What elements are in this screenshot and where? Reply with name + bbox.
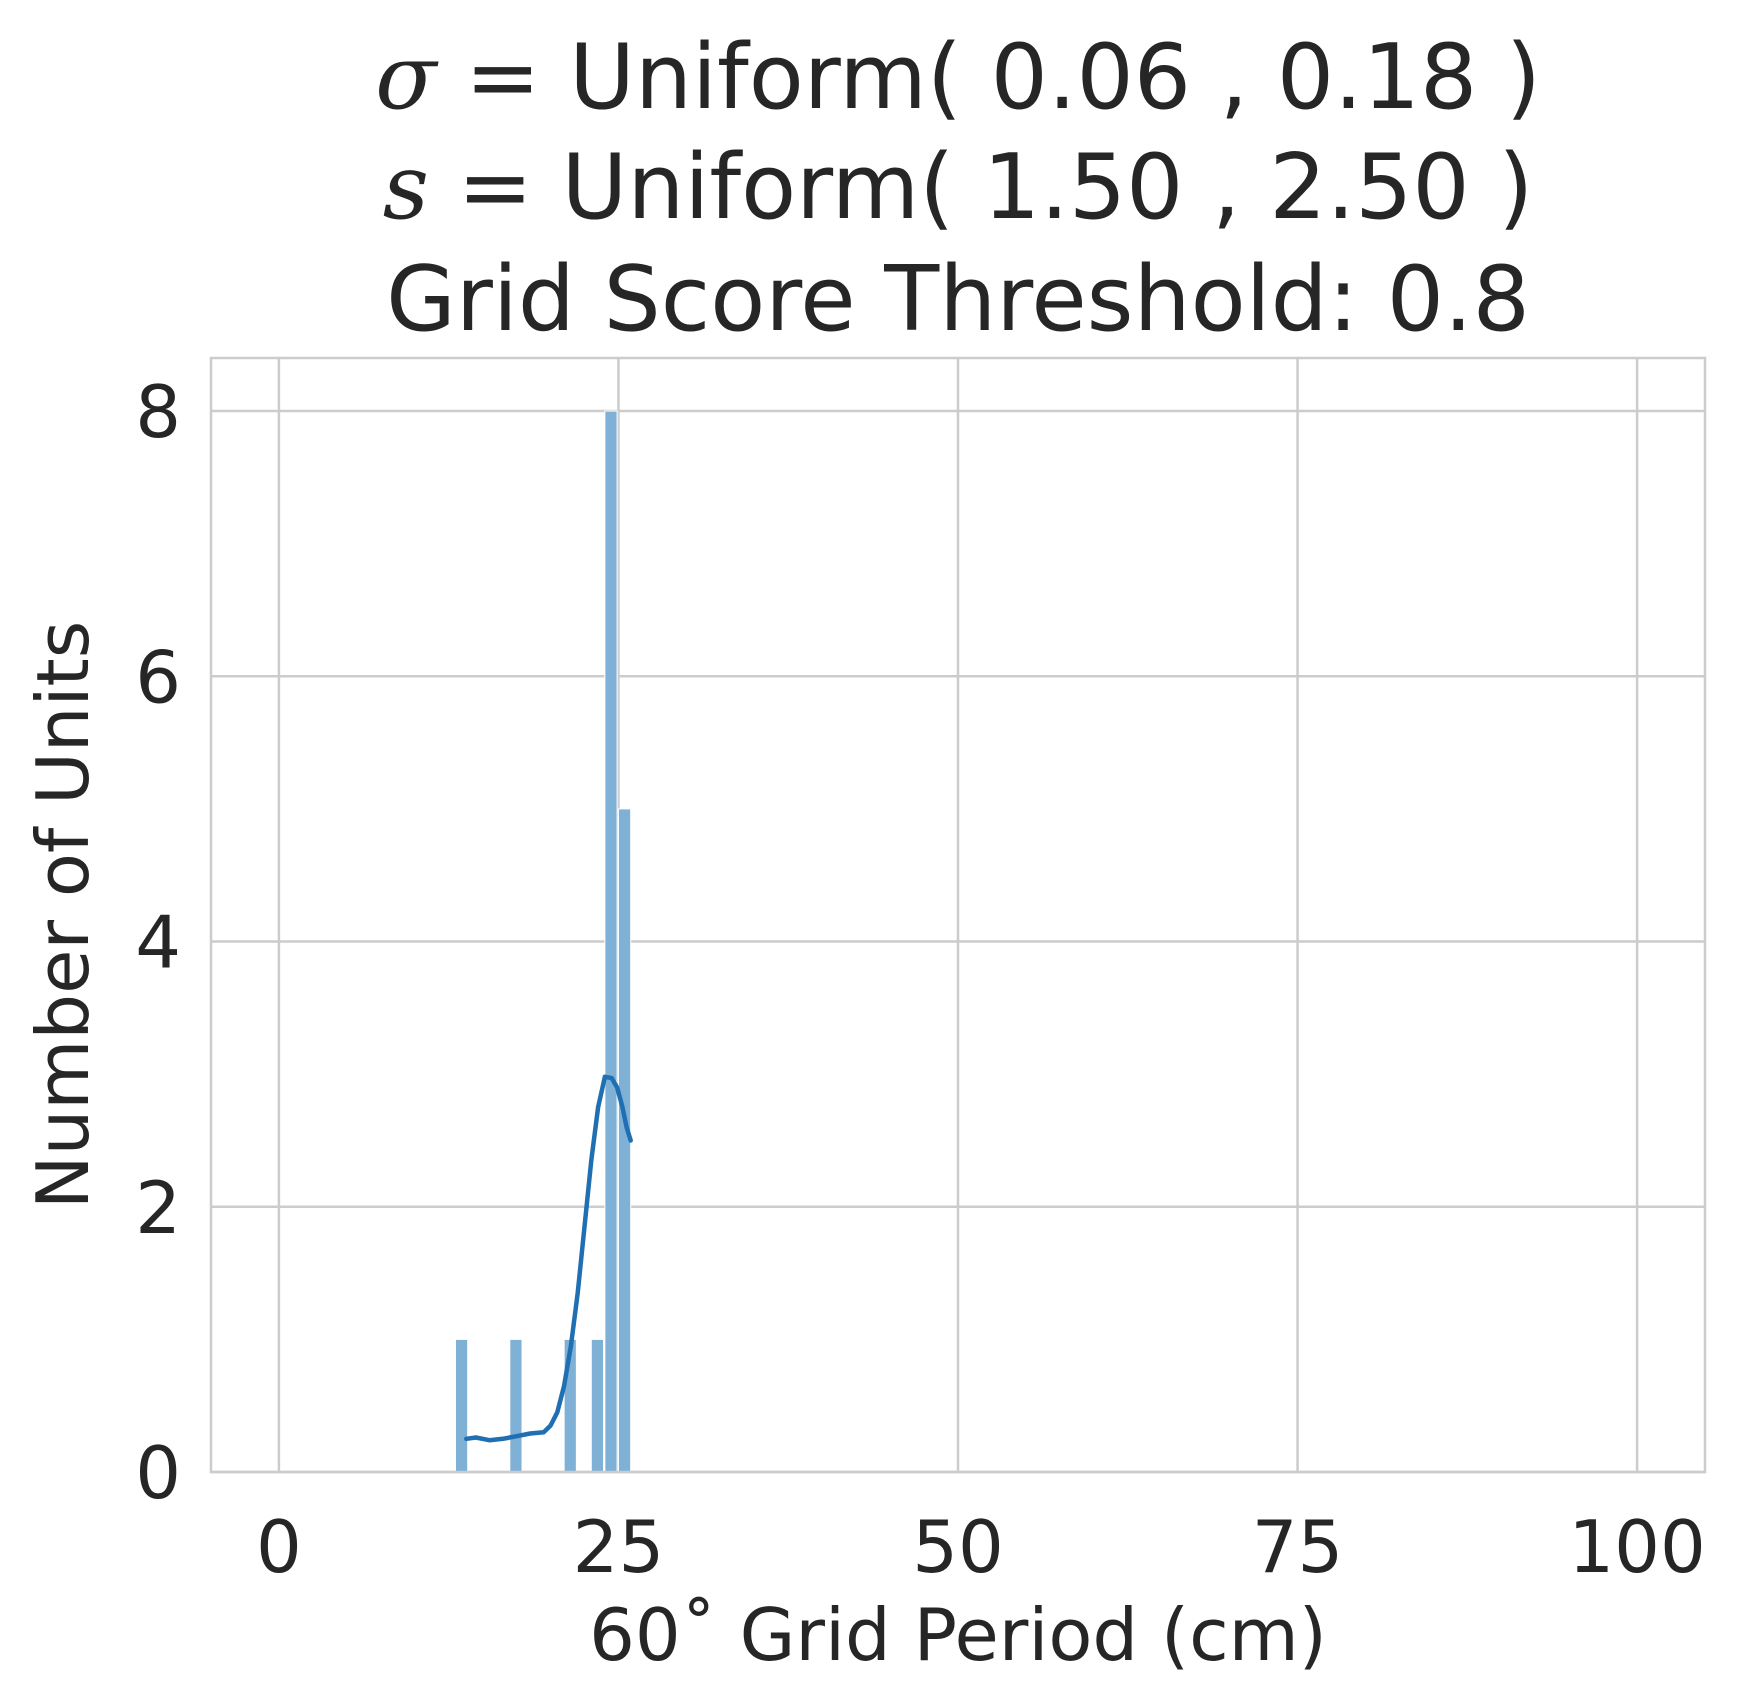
title-line-2: s = Uniform( 1.50 , 2.50 ) (383, 135, 1534, 240)
x-tick-label: 0 (256, 1505, 302, 1589)
title-symbol-2: s (383, 135, 429, 240)
histogram-bar-4 (590, 1338, 605, 1473)
axes-frame (209, 356, 1707, 1474)
title-line-3: Grid Score Threshold: 0.8 (386, 247, 1530, 352)
y-tick-label: 6 (135, 635, 181, 719)
title-text-2: = Uniform( 1.50 , 2.50 ) (429, 135, 1533, 240)
y-tick-label: 4 (135, 901, 181, 985)
x-tick-label: 25 (573, 1505, 665, 1589)
x-tick-label: 100 (1568, 1505, 1705, 1589)
y-tick-label: 0 (135, 1431, 181, 1515)
title-line-1: σ = Uniform( 0.06 , 0.18 ) (375, 25, 1541, 130)
histogram-bar-2 (509, 1338, 523, 1473)
histogram-bars (454, 410, 632, 1473)
kde-curve (464, 1074, 633, 1443)
y-tick-label: 2 (135, 1166, 181, 1250)
y-axis-label: Number of Units (21, 621, 105, 1209)
x-tick-labels: 0 25 50 75 100 (256, 1505, 1706, 1589)
histogram-bar-5 (604, 410, 618, 1473)
y-tick-labels: 0 2 4 6 8 (135, 370, 181, 1515)
x-axis-label: 60˚ Grid Period (cm) (589, 1593, 1327, 1677)
x-tick-label: 75 (1252, 1505, 1344, 1589)
grid-lines (211, 358, 1705, 1474)
x-tick-label: 50 (912, 1505, 1004, 1589)
title-text-3: Grid Score Threshold: 0.8 (386, 247, 1530, 352)
y-tick-label: 8 (135, 370, 181, 454)
title-symbol-1: σ (375, 25, 439, 130)
title-text-1: = Uniform( 0.06 , 0.18 ) (437, 25, 1541, 130)
chart-title: σ = Uniform( 0.06 , 0.18 )s = Uniform( 1… (375, 25, 1541, 352)
histogram-bar-1 (454, 1338, 469, 1473)
